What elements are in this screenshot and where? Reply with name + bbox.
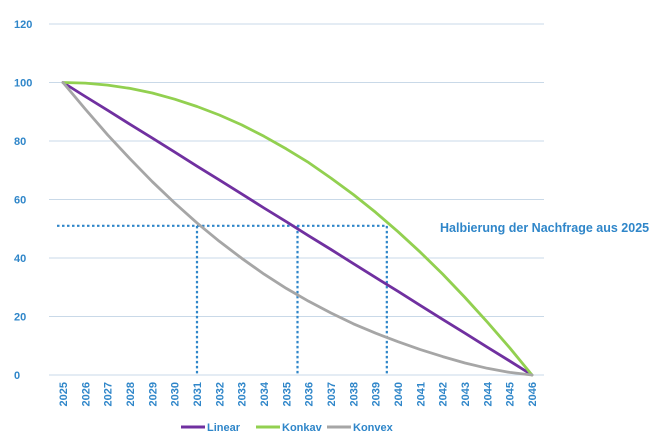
- series-line-konkav: [61, 81, 534, 377]
- y-tick-label: 80: [14, 136, 26, 148]
- legend: Linear Konkav Konvex: [181, 422, 394, 434]
- x-tick-label: 2030: [170, 382, 182, 406]
- x-tick-label: 2026: [80, 382, 92, 406]
- x-axis-tick-labels: 2025 2026 2027 2028 2029 2030 2031 2032 2033 2034…: [58, 381, 539, 406]
- x-tick-label: 2027: [103, 382, 115, 406]
- x-tick-label: 2037: [326, 382, 338, 406]
- y-tick-label: 120: [14, 19, 32, 31]
- legend-label-konvex: Konvex: [353, 422, 394, 434]
- legend-label-linear: Linear: [207, 422, 241, 434]
- reference-lines: [57, 224, 388, 375]
- x-tick-label: 2039: [371, 382, 383, 406]
- x-tick-label: 2033: [237, 382, 249, 406]
- x-tick-label: 2045: [505, 382, 517, 406]
- y-tick-label: 100: [14, 78, 32, 90]
- x-tick-label: 2041: [415, 382, 427, 406]
- y-tick-label: 40: [14, 253, 26, 265]
- x-tick-label: 2036: [304, 382, 316, 406]
- x-tick-label: 2034: [259, 381, 271, 406]
- legend-label-konkav: Konkav: [282, 422, 323, 434]
- x-tick-label: 2043: [460, 382, 472, 406]
- y-tick-label: 20: [14, 312, 26, 324]
- y-tick-label: 60: [14, 195, 26, 207]
- x-tick-label: 2042: [438, 382, 450, 406]
- series-lines: [61, 81, 534, 377]
- y-tick-label: 0: [14, 370, 20, 382]
- x-tick-label: 2044: [482, 381, 494, 406]
- x-tick-label: 2046: [527, 382, 539, 406]
- x-tick-label: 2025: [58, 382, 70, 406]
- x-tick-label: 2035: [281, 382, 293, 406]
- x-tick-label: 2028: [125, 382, 137, 406]
- series-line-konvex: [61, 81, 534, 377]
- y-axis-tick-labels: 0 20 40 60 80 100 120: [14, 19, 32, 382]
- x-tick-label: 2031: [192, 382, 204, 406]
- x-tick-label: 2038: [348, 382, 360, 406]
- series-line-linear: [61, 81, 534, 377]
- x-tick-label: 2032: [214, 382, 226, 406]
- halving-annotation: Halbierung der Nachfrage aus 2025: [440, 221, 649, 235]
- x-tick-label: 2029: [147, 382, 159, 406]
- x-tick-label: 2040: [393, 382, 405, 406]
